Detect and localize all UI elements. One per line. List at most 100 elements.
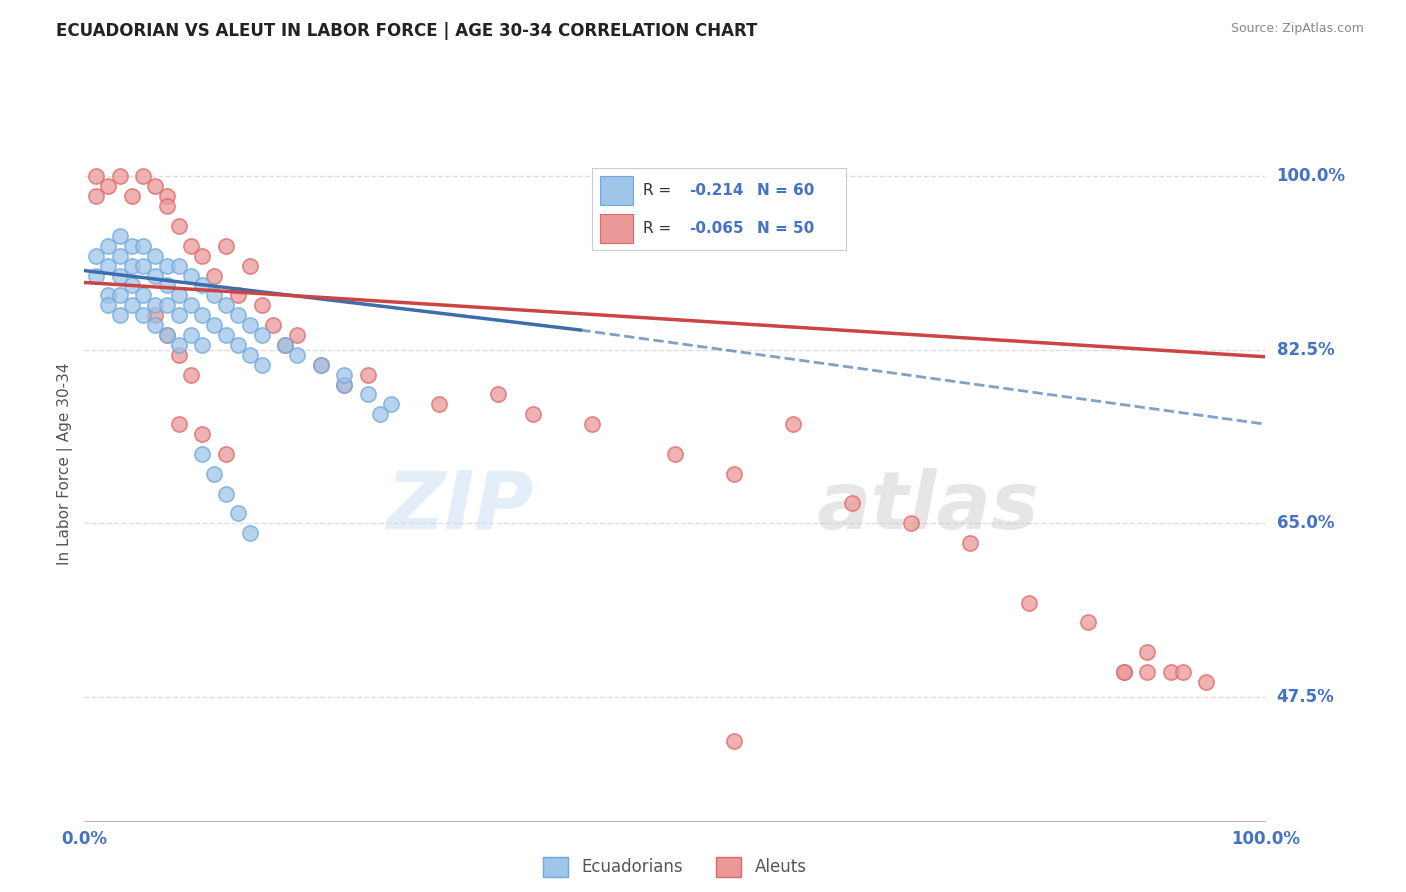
Point [226, 288, 249, 302]
Point [368, 407, 391, 421]
Point [226, 507, 249, 521]
Point [97, 179, 120, 194]
Point [132, 239, 155, 253]
Text: atlas: atlas [817, 467, 1039, 546]
Point [97, 298, 120, 312]
Point [1195, 674, 1218, 689]
Point [156, 189, 179, 203]
Point [121, 239, 143, 253]
Point [180, 328, 202, 343]
Point [97, 288, 120, 302]
Point [156, 278, 179, 293]
Point [143, 249, 166, 263]
Point [664, 447, 686, 461]
Point [191, 308, 214, 322]
Bar [600, 214, 633, 244]
Point [121, 259, 143, 273]
Point [143, 318, 166, 332]
Point [239, 526, 262, 541]
Y-axis label: In Labor Force | Age 30-34: In Labor Force | Age 30-34 [58, 362, 73, 566]
Point [1018, 596, 1040, 610]
Point [274, 338, 297, 352]
Point [84, 268, 107, 283]
Point [108, 268, 131, 283]
Point [250, 298, 273, 312]
Point [1171, 665, 1194, 679]
Point [108, 308, 131, 322]
Point [156, 298, 179, 312]
Point [143, 268, 166, 283]
Point [167, 348, 190, 362]
Point [97, 259, 120, 273]
Text: ZIP: ZIP [385, 467, 533, 546]
Point [723, 734, 745, 748]
Point [782, 417, 804, 432]
Point [132, 308, 155, 322]
Point [167, 308, 190, 322]
Point [215, 239, 238, 253]
Point [285, 328, 308, 343]
Point [723, 467, 745, 481]
Text: 65.0%: 65.0% [1277, 515, 1334, 533]
Point [1136, 665, 1159, 679]
Point [167, 259, 190, 273]
Point [202, 318, 225, 332]
Point [156, 328, 179, 343]
Text: -0.214: -0.214 [689, 183, 744, 198]
Point [215, 486, 238, 500]
Point [167, 219, 190, 233]
Point [486, 387, 509, 401]
Point [167, 338, 190, 352]
Point [215, 298, 238, 312]
Point [900, 516, 922, 531]
Point [180, 239, 202, 253]
Point [357, 387, 380, 401]
Point [108, 288, 131, 302]
Point [357, 368, 380, 382]
Text: 47.5%: 47.5% [1277, 688, 1334, 706]
Point [202, 268, 225, 283]
Point [239, 259, 262, 273]
Point [309, 358, 332, 372]
Text: N = 50: N = 50 [758, 221, 814, 236]
Point [262, 318, 284, 332]
Point [226, 308, 249, 322]
Point [121, 278, 143, 293]
Point [156, 199, 179, 213]
Point [1136, 645, 1159, 659]
Text: -0.065: -0.065 [689, 221, 744, 236]
Point [581, 417, 603, 432]
Point [239, 348, 262, 362]
Point [522, 407, 544, 421]
Point [1160, 665, 1182, 679]
Point [427, 397, 450, 411]
Point [215, 328, 238, 343]
Point [108, 228, 131, 243]
Point [333, 377, 356, 392]
Point [285, 348, 308, 362]
Text: 82.5%: 82.5% [1277, 341, 1334, 359]
Point [180, 298, 202, 312]
Point [191, 278, 214, 293]
Point [202, 467, 225, 481]
Point [274, 338, 297, 352]
Point [1112, 665, 1135, 679]
Point [1112, 665, 1135, 679]
Point [121, 298, 143, 312]
Point [180, 368, 202, 382]
Text: 100.0%: 100.0% [1277, 168, 1346, 186]
Point [239, 318, 262, 332]
Point [132, 288, 155, 302]
Point [97, 239, 120, 253]
Text: N = 60: N = 60 [758, 183, 814, 198]
Point [167, 417, 190, 432]
Point [180, 268, 202, 283]
Point [108, 169, 131, 184]
Point [333, 368, 356, 382]
Text: Source: ZipAtlas.com: Source: ZipAtlas.com [1230, 22, 1364, 36]
Text: R =: R = [643, 183, 671, 198]
Point [191, 249, 214, 263]
Point [250, 328, 273, 343]
Point [132, 169, 155, 184]
Point [84, 249, 107, 263]
